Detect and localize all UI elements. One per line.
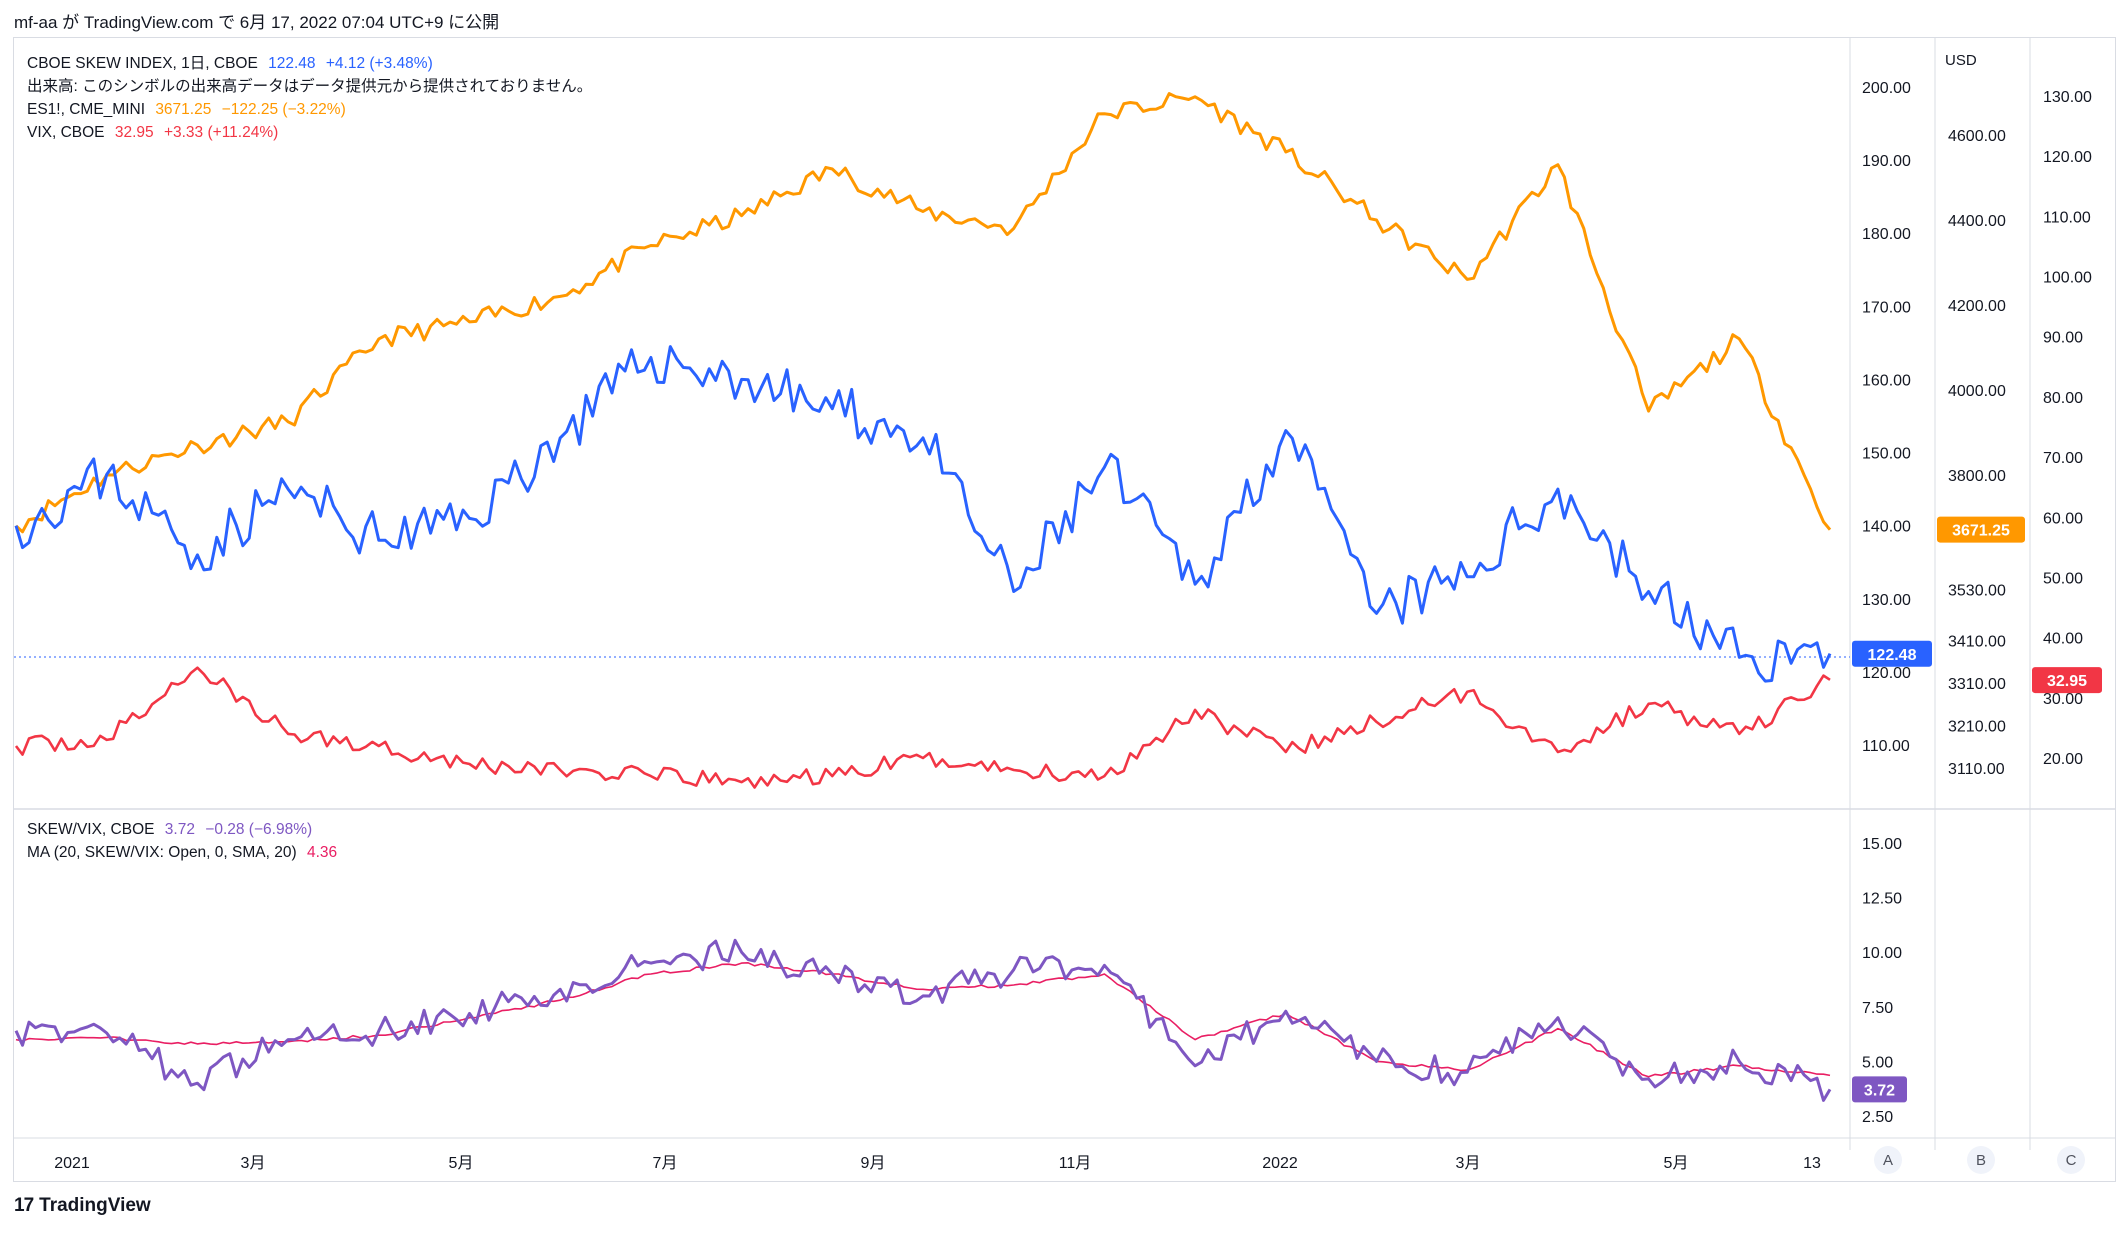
skew-tick-label: 130.00 <box>1862 592 1911 609</box>
legend-ratio-name: SKEW/VIX, CBOE <box>27 821 155 838</box>
es-tick-label: 3210.00 <box>1948 719 2006 736</box>
time-axis-label: 2021 <box>54 1155 90 1172</box>
vix-tick-label: 60.00 <box>2043 510 2083 527</box>
ratio-price-tag-bg <box>1852 1076 1907 1103</box>
skew-price-tag: 122.48 <box>1868 647 1917 664</box>
tradingview-logo-icon: 17 <box>14 1195 34 1216</box>
pane-button-c[interactable]: C <box>2057 1146 2085 1174</box>
skew-price-tag-bg <box>1852 640 1932 667</box>
series-line-es[interactable] <box>14 92 1832 534</box>
ratio-tick-label: 12.50 <box>1862 891 1902 908</box>
vix-tick-label: 100.00 <box>2043 270 2092 287</box>
legend-es[interactable]: ES1!, CME_MINI 3671.25 −122.25 (−3.22%) <box>27 98 598 121</box>
legend-skew-change: +4.12 (+3.48%) <box>325 55 433 72</box>
usd-axis-label: USD <box>1945 52 1977 69</box>
chart-frame <box>13 37 2116 1182</box>
time-axis-label: 5月 <box>449 1155 474 1172</box>
skew-tick-label: 110.00 <box>1862 738 1910 755</box>
legend-es-name: ES1!, CME_MINI <box>27 101 145 118</box>
vix-tick-label: 80.00 <box>2043 390 2083 407</box>
series-line-ratio[interactable] <box>14 938 1832 1102</box>
legend-ratio-change: −0.28 (−6.98%) <box>205 821 313 838</box>
vix-tick-label: 130.00 <box>2043 89 2092 106</box>
time-axis-label: 5月 <box>1664 1155 1689 1172</box>
skew-tick-label: 190.00 <box>1862 153 1911 170</box>
vix-tick-label: 20.00 <box>2043 751 2083 768</box>
skew-tick-label: 120.00 <box>1862 665 1911 682</box>
es-tick-label: 4200.00 <box>1948 298 2006 315</box>
time-axis-label: 7月 <box>653 1155 678 1172</box>
legend-ratio[interactable]: SKEW/VIX, CBOE 3.72 −0.28 (−6.98%) <box>27 818 343 841</box>
vix-tick-label: 30.00 <box>2043 691 2083 708</box>
legend-skew[interactable]: CBOE SKEW INDEX, 1日, CBOE 122.48 +4.12 (… <box>27 52 598 75</box>
es-tick-label: 4400.00 <box>1948 213 2006 230</box>
ratio-tick-label: 10.00 <box>1862 945 1902 962</box>
time-axis-label: 9月 <box>861 1155 886 1172</box>
publish-info: mf-aa が TradingView.com で 6月 17, 2022 07… <box>14 13 500 32</box>
pane-button-b[interactable]: B <box>1967 1146 1995 1174</box>
time-axis-label: 11月 <box>1059 1155 1092 1172</box>
legend-ma-name: MA (20, SKEW/VIX: Open, 0, SMA, 20) <box>27 844 297 861</box>
series-line-skew[interactable] <box>14 345 1832 683</box>
legend-vix-change: +3.33 (+11.24%) <box>163 124 279 141</box>
skew-tick-label: 160.00 <box>1862 372 1911 389</box>
time-axis-label: 13 <box>1803 1155 1821 1172</box>
es-price-tag: 3671.25 <box>1952 523 2010 540</box>
legend-vix[interactable]: VIX, CBOE 32.95 +3.33 (+11.24%) <box>27 121 598 144</box>
skew-tick-label: 200.00 <box>1862 80 1911 97</box>
es-tick-label: 3530.00 <box>1948 583 2006 600</box>
vix-tick-label: 70.00 <box>2043 450 2083 467</box>
legend-es-change: −122.25 (−3.22%) <box>221 101 346 118</box>
vix-tick-label: 110.00 <box>2043 209 2091 226</box>
time-axis-label: 3月 <box>241 1155 266 1172</box>
ratio-price-tag: 3.72 <box>1864 1082 1895 1099</box>
legend-ma[interactable]: MA (20, SKEW/VIX: Open, 0, SMA, 20) 4.36 <box>27 841 343 864</box>
es-tick-label: 4000.00 <box>1948 383 2006 400</box>
vix-tick-label: 120.00 <box>2043 149 2092 166</box>
ratio-tick-label: 2.50 <box>1862 1109 1893 1126</box>
ratio-tick-label: 15.00 <box>1862 836 1902 853</box>
legend-vix-name: VIX, CBOE <box>27 124 105 141</box>
pane-button-a[interactable]: A <box>1874 1146 1902 1174</box>
legend-skew-name: CBOE SKEW INDEX, 1日, CBOE <box>27 55 258 72</box>
legend-es-value: 3671.25 <box>155 101 212 118</box>
ratio-tick-label: 5.00 <box>1862 1054 1893 1071</box>
time-axis-label: 2022 <box>1262 1155 1298 1172</box>
vix-tick-label: 90.00 <box>2043 330 2083 347</box>
vix-tick-label: 50.00 <box>2043 570 2083 587</box>
skew-tick-label: 170.00 <box>1862 299 1911 316</box>
vix-tick-label: 40.00 <box>2043 631 2083 648</box>
footer-brand-label: TradingView <box>39 1195 151 1216</box>
legend-ratio-value: 3.72 <box>164 821 195 838</box>
skew-tick-label: 150.00 <box>1862 446 1911 463</box>
es-tick-label: 3110.00 <box>1948 761 2005 778</box>
vix-price-tag: 32.95 <box>2047 673 2087 690</box>
es-tick-label: 4600.00 <box>1948 128 2006 145</box>
legend-main: CBOE SKEW INDEX, 1日, CBOE 122.48 +4.12 (… <box>27 52 598 144</box>
skew-tick-label: 140.00 <box>1862 519 1911 536</box>
time-axis-label: 3月 <box>1456 1155 1481 1172</box>
legend-skew-value: 122.48 <box>268 55 316 72</box>
ratio-tick-label: 7.50 <box>1862 1000 1893 1017</box>
es-price-tag-bg <box>1937 516 2025 543</box>
legend-ratio-pane: SKEW/VIX, CBOE 3.72 −0.28 (−6.98%) MA (2… <box>27 818 343 864</box>
es-tick-label: 3800.00 <box>1948 468 2006 485</box>
legend-vix-value: 32.95 <box>114 124 154 141</box>
legend-volume-note: 出来高: このシンボルの出来高データはデータ提供元から提供されておりません。 <box>27 78 593 95</box>
legend-volume[interactable]: 出来高: このシンボルの出来高データはデータ提供元から提供されておりません。 <box>27 75 598 98</box>
skew-tick-label: 180.00 <box>1862 226 1911 243</box>
series-line-vix[interactable] <box>14 666 1831 789</box>
footer-brand[interactable]: 17 TradingView <box>14 1195 151 1217</box>
legend-ma-value: 4.36 <box>306 844 338 861</box>
es-tick-label: 3310.00 <box>1948 676 2006 693</box>
vix-price-tag-bg <box>2032 667 2102 694</box>
es-tick-label: 3410.00 <box>1948 634 2006 651</box>
